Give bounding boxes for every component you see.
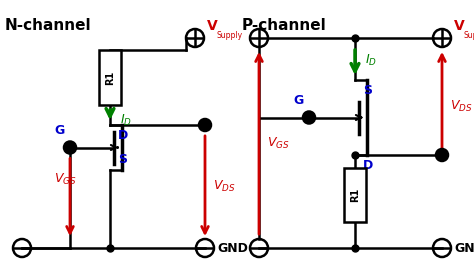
Text: $V_{DS}$: $V_{DS}$: [213, 178, 236, 194]
Text: D: D: [363, 159, 373, 172]
Text: R1: R1: [350, 188, 360, 202]
Text: GND: GND: [217, 242, 248, 255]
Text: G: G: [294, 94, 304, 106]
Circle shape: [64, 142, 76, 153]
Circle shape: [303, 111, 315, 123]
Text: Supply: Supply: [217, 31, 243, 40]
Text: D: D: [118, 129, 128, 142]
Text: G: G: [55, 123, 65, 136]
Text: P-channel: P-channel: [242, 18, 327, 33]
Text: $V_{DS}$: $V_{DS}$: [450, 98, 473, 114]
Circle shape: [436, 149, 448, 161]
Text: V: V: [454, 19, 465, 33]
Text: $I_D$: $I_D$: [365, 53, 377, 68]
Text: N-channel: N-channel: [5, 18, 91, 33]
Text: V: V: [207, 19, 218, 33]
Text: S: S: [118, 153, 127, 166]
Text: Supply: Supply: [464, 31, 474, 40]
Text: $I_D$: $I_D$: [120, 113, 132, 128]
Bar: [344, 168, 366, 222]
Text: $V_{GS}$: $V_{GS}$: [54, 172, 76, 187]
Circle shape: [199, 119, 211, 131]
Text: S: S: [363, 84, 372, 97]
Text: GND: GND: [454, 242, 474, 255]
Text: $V_{GS}$: $V_{GS}$: [267, 135, 290, 151]
Text: R1: R1: [105, 70, 115, 85]
Bar: [99, 50, 121, 105]
